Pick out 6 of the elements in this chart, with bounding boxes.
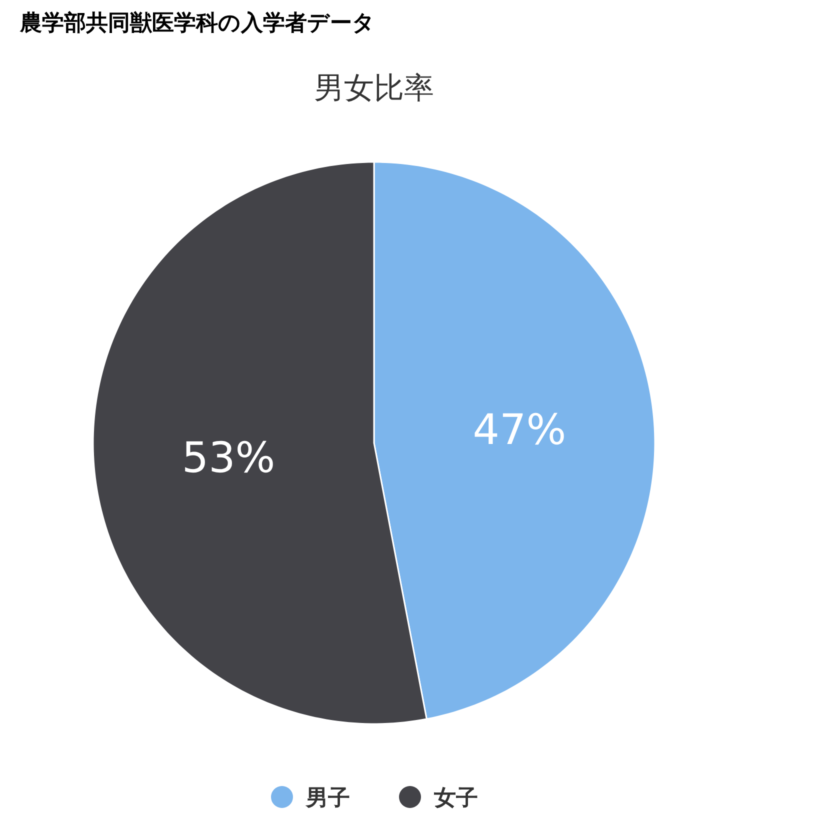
- legend-label: 男子: [305, 786, 350, 811]
- data-label: 47%: [472, 405, 566, 454]
- chart-subtitle: 男女比率: [314, 71, 434, 106]
- legend-label: 女子: [433, 786, 478, 811]
- data-label: 53%: [182, 432, 276, 482]
- chart-title: 農学部共同獣医学科の入学者データ: [19, 10, 375, 36]
